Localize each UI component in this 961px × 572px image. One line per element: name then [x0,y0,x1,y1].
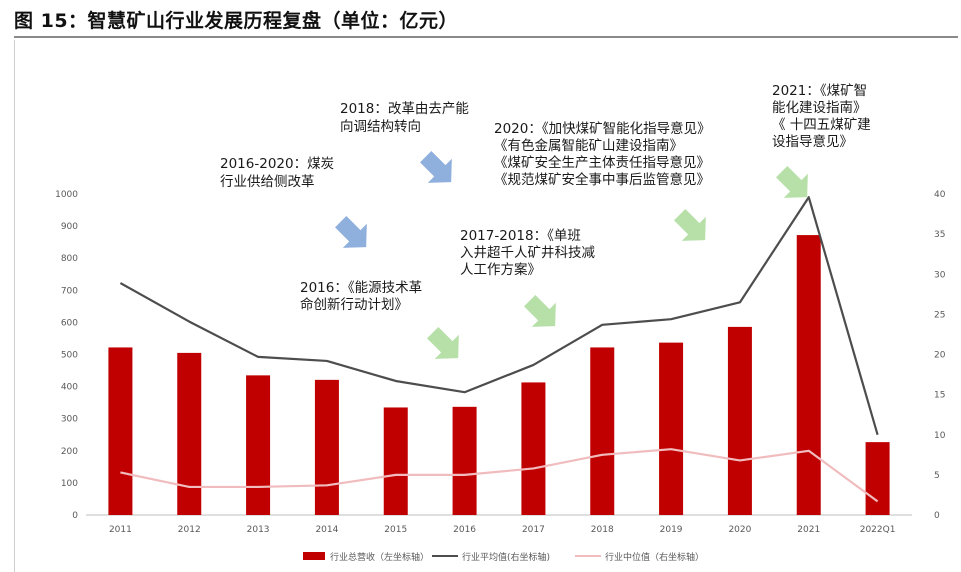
y-right-tick-label: 25 [934,310,945,320]
y-right-tick-label: 10 [934,431,946,441]
y-left-tick-label: 1000 [55,190,78,200]
bar [452,406,477,515]
y-left-tick-label: 700 [61,286,78,296]
annotation-arrow [427,327,459,359]
annotation-text: 能化建设指南》 [772,100,867,116]
legend: 行业总营收（左坐标轴） 行业平均值(右坐标轴) 行业中位值（右坐标轴） [303,551,704,563]
arrow-shape [524,295,556,327]
y-right-tick-label: 40 [934,190,946,200]
y-left-tick-label: 200 [61,447,78,457]
y-right-tick-label: 20 [934,351,946,361]
x-tick-label: 2013 [247,525,270,535]
arrow-shape [674,209,706,241]
bar [246,375,271,515]
y-left-tick-label: 0 [72,511,78,521]
x-tick-label: 2016 [453,525,476,535]
annotation-arrows [335,151,808,359]
y-left-tick-label: 500 [61,351,78,361]
y-right-tick-label: 0 [934,511,940,521]
annotation-text: 入井超千人矿井科技减 [460,245,595,261]
bar [108,347,133,515]
average-line [119,196,879,436]
annotation-text: 2017-2018：《单班 [460,228,581,244]
bar [865,442,890,515]
x-tick-label: 2014 [315,525,338,535]
legend-label: 行业平均值(右坐标轴) [462,551,550,563]
y-left-tick-label: 800 [61,254,78,264]
legend-swatch-bar [303,552,325,560]
bar [659,342,684,515]
annotation-text: 2018：改革由去产能 [340,101,469,117]
y-left-tick-label: 900 [61,222,78,232]
x-tick-label: 2021 [797,525,820,535]
y-right-tick-label: 5 [934,471,940,481]
annotation-text: 2020：《加快煤矿智能化指导意见》 [494,120,711,137]
annotation-arrow [776,166,808,198]
annotation-arrow [335,216,367,248]
bar [590,347,615,515]
annotation-text: 《煤矿安全生产主体责任指导意见》 [494,154,710,171]
annotation-arrow [524,295,556,327]
y-left-tick-label: 600 [61,318,78,328]
x-tick-label: 2015 [384,525,407,535]
arrow-shape [776,166,808,198]
y-left-tick-label: 100 [61,479,78,489]
arrow-shape [335,216,367,248]
y-left-tick-label: 400 [61,383,78,393]
x-tick-label: 2022Q1 [860,525,896,535]
chart-panel [14,40,959,572]
bar [727,326,752,515]
legend-label: 行业总营收（左坐标轴） [330,551,429,563]
annotation-text: 《有色金属智能矿山建设指南》 [494,137,683,154]
legend-label: 行业中位值（右坐标轴） [605,551,704,563]
y-right-tick-label: 30 [934,270,946,280]
page-title: 图 15：智慧矿山行业发展历程复盘（单位：亿元） [14,10,459,32]
title-divider [14,36,958,38]
annotation-arrow [674,209,706,241]
x-tick-label: 2017 [522,525,545,535]
bar [521,382,546,515]
x-tick-label: 2018 [591,525,614,535]
annotation-text: 命创新行动计划》 [300,296,408,313]
annotation-text: 行业供给侧改革 [220,174,315,190]
annotation-text: 人工作方案》 [460,261,541,278]
arrow-shape [427,327,459,359]
y-right-tick-label: 15 [934,391,945,401]
annotation-text: 2016-2020：煤炭 [220,156,334,172]
bar [177,352,202,515]
median-line [120,448,879,503]
x-tick-label: 2019 [660,525,683,535]
x-tick-label: 2020 [728,525,751,535]
bar [314,379,339,515]
annotation-text: 《 十四五煤矿建 [772,117,871,133]
x-tick-label: 2012 [178,525,201,535]
annotation-text: 2021：《煤矿智 [772,83,867,99]
annotation-text: 向调结构转向 [340,119,421,135]
annotation-text: 2016：《能源技术革 [300,280,422,296]
annotation-arrow [420,151,452,183]
annotation-text: 设指导意见》 [772,133,853,150]
axes: 0 100 200 300 400 500 600 700 800 900 1000 0 5 10 15 20… [55,190,946,535]
arrow-shape [420,151,452,183]
series-lines [119,196,879,503]
y-right-tick-label: 35 [934,230,945,240]
x-tick-label: 2011 [109,525,132,535]
bar [383,407,408,515]
bar [796,235,821,515]
annotation-text: 《规范煤矿安全事中事后监管意见》 [494,171,710,188]
y-left-tick-label: 300 [61,415,78,425]
